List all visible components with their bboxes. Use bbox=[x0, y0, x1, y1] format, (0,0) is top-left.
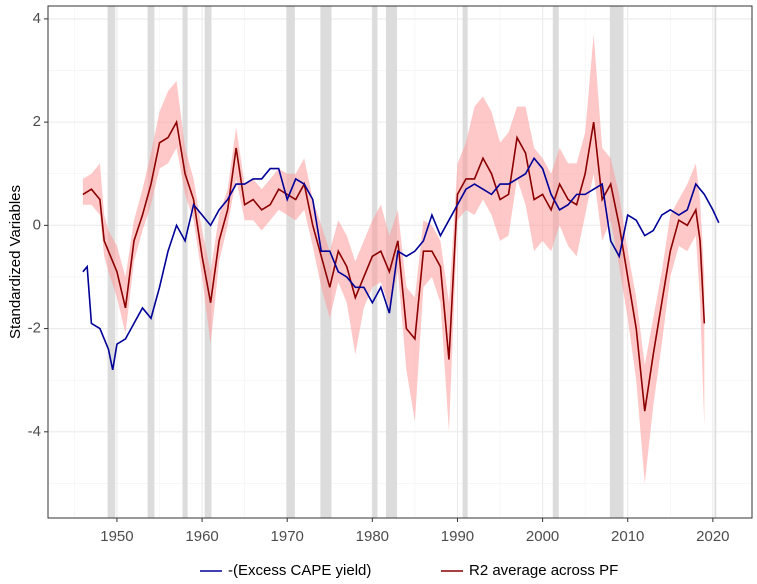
series-line bbox=[82, 119, 706, 412]
series-line bbox=[82, 156, 720, 371]
x-tick-label: 1950 bbox=[100, 528, 133, 545]
recession-band bbox=[147, 6, 155, 518]
recession-band bbox=[462, 6, 468, 518]
x-tick-label: 1970 bbox=[271, 528, 304, 545]
x-tick-label: 1990 bbox=[441, 528, 474, 545]
x-tick-label: 1980 bbox=[356, 528, 389, 545]
recession-band bbox=[182, 6, 188, 518]
x-tick-label: 2000 bbox=[526, 528, 559, 545]
recession-band bbox=[714, 6, 717, 518]
recession-band bbox=[286, 6, 295, 518]
x-tick-label: 2020 bbox=[696, 528, 729, 545]
recession-band bbox=[552, 6, 559, 518]
recession-band bbox=[609, 6, 624, 518]
x-tick-label: 2010 bbox=[611, 528, 644, 545]
plot-border bbox=[47, 5, 753, 519]
legend-label: -(Excess CAPE yield) bbox=[228, 562, 371, 579]
y-tick-label: -4 bbox=[28, 423, 41, 440]
legend-label: R2 average across PF bbox=[469, 562, 618, 579]
y-tick-label: 2 bbox=[33, 113, 41, 130]
y-tick-label: -2 bbox=[28, 320, 41, 337]
y-axis-label: Standardized Variables bbox=[7, 185, 24, 339]
x-tick-label: 1960 bbox=[185, 528, 218, 545]
y-tick-label: 4 bbox=[33, 10, 41, 27]
y-tick-label: 0 bbox=[33, 216, 41, 233]
